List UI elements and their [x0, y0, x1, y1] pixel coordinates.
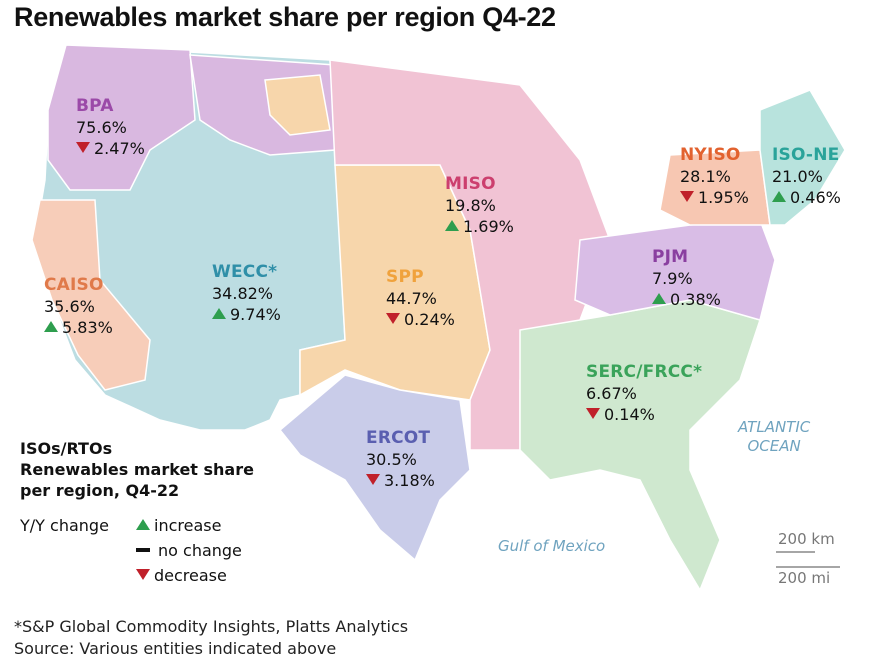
atlantic-ocean-label: ATLANTIC OCEAN [738, 418, 811, 455]
legend-item-increase: increase [136, 516, 221, 535]
down-triangle-icon [136, 569, 150, 580]
region-name: SPP [386, 267, 424, 287]
region-share: 34.82% [212, 284, 274, 303]
region-change-value: 5.83% [62, 318, 113, 337]
region-share: 21.0% [772, 167, 823, 186]
region-change: 3.18% [366, 470, 435, 491]
region-label-wecc: WECC* 34.82% 9.74% [212, 262, 281, 325]
region-label-spp: SPP 44.7% 0.24% [386, 267, 455, 330]
region-name: CAISO [44, 275, 104, 295]
up-triangle-icon [652, 293, 666, 304]
down-triangle-icon [366, 474, 380, 485]
region-change-value: 0.14% [604, 405, 655, 424]
region-change-value: 0.46% [790, 188, 841, 207]
legend-title-line: ISOs/RTOs [20, 439, 113, 458]
up-triangle-icon [772, 191, 786, 202]
region-label-miso: MISO 19.8% 1.69% [445, 174, 514, 237]
region-name: WECC* [212, 262, 278, 282]
region-name: BPA [76, 96, 114, 116]
dash-icon [136, 548, 150, 552]
region-change: 5.83% [44, 317, 113, 338]
legend-item-label: increase [154, 516, 222, 535]
region-change-value: 3.18% [384, 471, 435, 490]
region-change-value: 1.95% [698, 188, 749, 207]
legend-item-no-change: no change [136, 541, 242, 560]
legend-yoy-label: Y/Y change [20, 516, 109, 535]
region-area-caiso [31, 199, 151, 391]
region-name: ERCOT [366, 428, 431, 448]
region-change-value: 9.74% [230, 305, 281, 324]
region-name: MISO [445, 174, 496, 194]
up-triangle-icon [445, 220, 459, 231]
region-share: 44.7% [386, 289, 437, 308]
legend-title-line: per region, Q4-22 [20, 481, 180, 500]
region-share: 6.67% [586, 384, 637, 403]
region-share: 75.6% [76, 118, 127, 137]
region-name: ISO-NE [772, 145, 840, 165]
down-triangle-icon [680, 191, 694, 202]
region-area-montana-spp [264, 74, 331, 136]
region-name: NYISO [680, 145, 741, 165]
up-triangle-icon [212, 308, 226, 319]
region-label-pjm: PJM 7.9% 0.38% [652, 247, 721, 310]
region-share: 19.8% [445, 196, 496, 215]
region-change: 2.47% [76, 138, 145, 159]
page-title: Renewables market share per region Q4-22 [14, 2, 556, 32]
gulf-of-mexico-label: Gulf of Mexico [498, 537, 606, 555]
region-change: 0.38% [652, 289, 721, 310]
region-label-iso-ne: ISO-NE 21.0% 0.46% [772, 145, 841, 208]
legend-title: ISOs/RTOs Renewables market share per re… [20, 438, 280, 501]
up-triangle-icon [44, 321, 58, 332]
region-change-value: 0.24% [404, 310, 455, 329]
region-name: SERC/FRCC* [586, 362, 703, 382]
region-share: 28.1% [680, 167, 731, 186]
region-label-ercot: ERCOT 30.5% 3.18% [366, 428, 435, 491]
region-area-ercot [278, 374, 471, 562]
region-area-nyiso [659, 149, 771, 226]
region-change-value: 0.38% [670, 290, 721, 309]
down-triangle-icon [76, 142, 90, 153]
region-change: 9.74% [212, 304, 281, 325]
region-label-caiso: CAISO 35.6% 5.83% [44, 275, 113, 338]
region-change-value: 1.69% [463, 217, 514, 236]
footnote: *S&P Global Commodity Insights, Platts A… [14, 617, 409, 636]
source-note: Source: Various entities indicated above [14, 639, 337, 658]
region-change: 0.46% [772, 187, 841, 208]
region-share: 30.5% [366, 450, 417, 469]
legend-item-label: decrease [154, 566, 227, 585]
up-triangle-icon [136, 519, 150, 530]
region-label-bpa: BPA 75.6% 2.47% [76, 96, 145, 159]
region-change: 0.24% [386, 309, 455, 330]
legend-item-decrease: decrease [136, 566, 227, 585]
region-change-value: 2.47% [94, 139, 145, 158]
region-change: 1.95% [680, 187, 749, 208]
scale-km-label: 200 km [778, 530, 835, 548]
region-change: 0.14% [586, 404, 702, 425]
region-name: PJM [652, 247, 689, 267]
legend-title-line: Renewables market share [20, 460, 254, 479]
down-triangle-icon [386, 313, 400, 324]
region-share: 7.9% [652, 269, 693, 288]
region-label-serc-frcc: SERC/FRCC* 6.67% 0.14% [586, 362, 702, 425]
region-share: 35.6% [44, 297, 95, 316]
legend-item-label: no change [158, 541, 242, 560]
region-label-nyiso: NYISO 28.1% 1.95% [680, 145, 749, 208]
scale-mi-label: 200 mi [778, 569, 831, 587]
region-change: 1.69% [445, 216, 514, 237]
region-area-bpa [47, 44, 196, 191]
down-triangle-icon [586, 408, 600, 419]
